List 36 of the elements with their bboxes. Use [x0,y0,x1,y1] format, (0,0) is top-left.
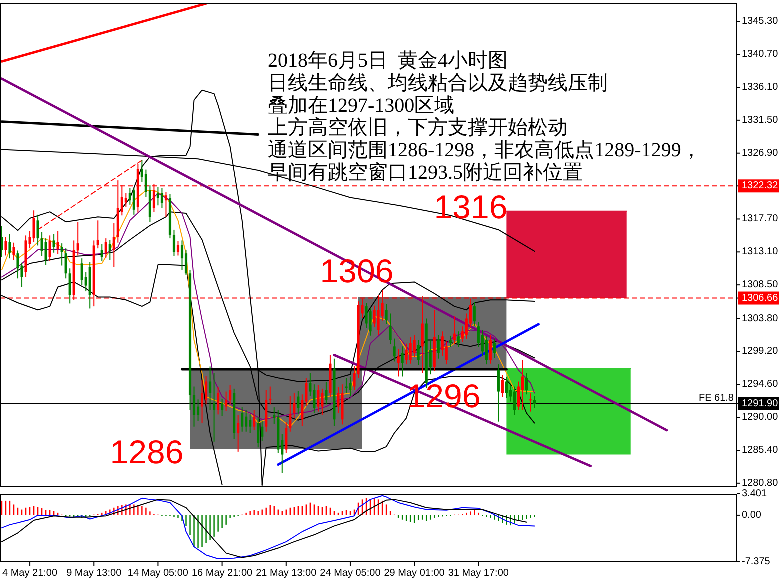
y-tick-label: 1313.10 [742,246,779,258]
x-tick-label: 24 May 05:00 [320,568,382,579]
y-tick-label: 1294.60 [742,379,779,390]
y-tick-label: -7.375 [742,556,771,568]
text: 2018年6月5日 黄金4小时图 [268,50,508,72]
x-tick-label: 14 May 05:00 [128,568,189,579]
y-tick-label: 1291.90 [742,398,779,410]
y-tick-label: 1285.40 [742,444,779,456]
y-tick-label: 1326.90 [742,148,779,159]
ref-line-label: FE 61.8 [698,392,734,404]
annotation: 日线生命线、均线粘合以及趋势线压制 [268,72,608,94]
x-tick-label: 4 May 21:00 [2,568,58,579]
x-tick-label: 16 May 21:00 [192,568,254,579]
y-tick-label: 1317.70 [742,214,779,225]
annotation: 上方高空依旧，下方支撑开始松动 [268,116,568,140]
y-tick-label: 0.00 [742,510,762,521]
y-tick-label: 1290.00 [742,412,779,424]
y-tick-label: 1336.10 [742,82,779,93]
y-tick-label: 3.401 [742,488,768,500]
x-tick-label: 9 May 13:00 [66,568,122,579]
y-tick-label: 1303.80 [742,313,779,324]
y-tick-label: 1306.66 [742,292,779,304]
annotation: 1316 [434,188,508,226]
annotation: 1286 [110,434,184,470]
y-tick-label: 1345.30 [742,16,779,28]
x-tick-label: 31 May 17:00 [448,568,510,579]
y-tick-label: 1280.80 [742,478,779,489]
y-tick-label: 1299.20 [742,346,779,358]
y-tick-label: 1322.32 [742,180,779,192]
y-tick-label: 1331.50 [742,114,779,126]
annotation: 叠加在1297-1300区域 [268,94,455,117]
x-tick-label: 29 May 01:00 [384,568,446,579]
y-tick-label: 1340.70 [742,49,779,60]
y-tick-label: 1308.50 [742,280,779,291]
x-tick-label: 21 May 13:00 [256,568,318,579]
annotation: 通道区间范围1286-1298，非农高低点1289-1299， [268,138,702,162]
